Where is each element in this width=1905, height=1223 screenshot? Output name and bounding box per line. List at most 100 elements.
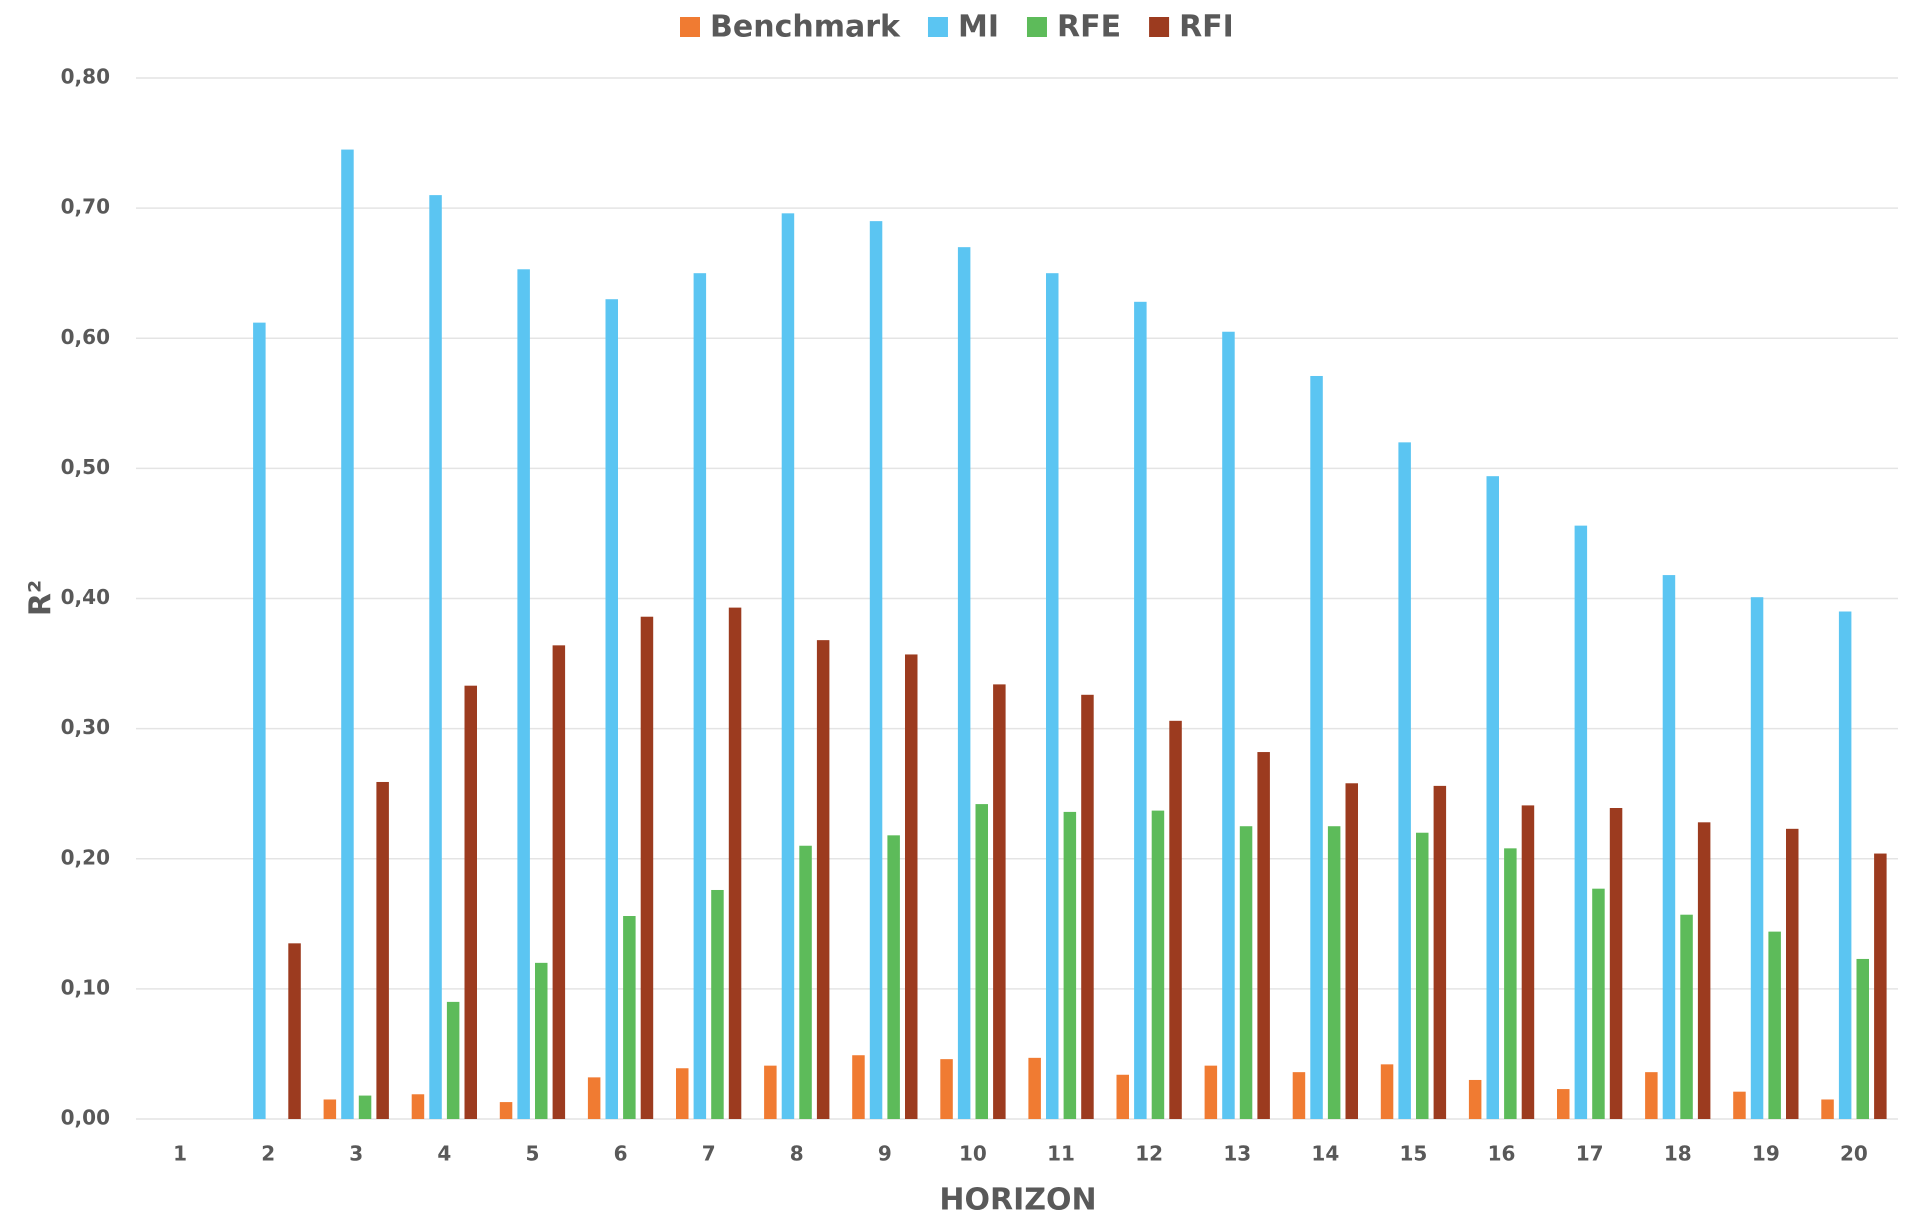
bar — [1398, 442, 1411, 1120]
y-axis-title: R² — [24, 580, 59, 616]
x-tick-label: 9 — [878, 1142, 892, 1166]
bar — [799, 845, 812, 1119]
x-tick-label: 20 — [1840, 1142, 1868, 1166]
bar — [446, 1001, 460, 1119]
bar — [887, 835, 900, 1119]
bar — [957, 247, 971, 1120]
bar — [816, 640, 830, 1119]
bar — [253, 322, 266, 1119]
bar — [1680, 914, 1693, 1119]
y-tick-label: 0,10 — [61, 975, 110, 999]
bar — [1222, 331, 1235, 1119]
bar — [640, 616, 654, 1119]
bar — [1609, 808, 1623, 1119]
bar — [993, 684, 1006, 1119]
bar — [1169, 720, 1182, 1119]
bar — [358, 1095, 372, 1119]
bar — [1486, 476, 1499, 1119]
bar — [1468, 1079, 1482, 1119]
bar — [728, 607, 742, 1119]
x-tick-label: 17 — [1576, 1142, 1604, 1166]
bar — [464, 685, 477, 1119]
bar — [764, 1065, 777, 1119]
bar — [623, 916, 636, 1119]
bar — [1874, 853, 1887, 1119]
x-tick-label: 1 — [173, 1142, 187, 1166]
x-tick-label: 14 — [1311, 1142, 1339, 1166]
bar — [341, 149, 354, 1120]
bar — [1733, 1091, 1746, 1119]
bar — [1750, 597, 1764, 1119]
bar — [1821, 1099, 1834, 1119]
x-tick-label: 6 — [614, 1142, 628, 1166]
bar — [1081, 694, 1094, 1119]
bar — [535, 962, 548, 1119]
legend-swatch — [1149, 17, 1170, 37]
x-tick-label: 10 — [959, 1142, 987, 1166]
bar — [1310, 375, 1323, 1120]
legend-text: RFI — [1179, 10, 1234, 45]
x-tick-label: 3 — [349, 1142, 363, 1166]
legend-swatch — [680, 17, 700, 37]
bar — [1521, 805, 1535, 1119]
bar — [1557, 1089, 1570, 1119]
bar — [517, 269, 530, 1119]
bar — [1592, 888, 1605, 1119]
bar — [376, 781, 389, 1119]
bar — [1046, 273, 1059, 1119]
bar — [852, 1055, 865, 1119]
bar — [1838, 611, 1852, 1119]
x-tick-label: 15 — [1400, 1142, 1428, 1166]
x-tick-label: 13 — [1223, 1142, 1251, 1166]
y-tick-label: 0,60 — [61, 325, 110, 349]
bar — [676, 1068, 689, 1119]
x-tick-label: 2 — [261, 1142, 275, 1166]
bar — [1292, 1072, 1306, 1119]
bar — [1063, 811, 1077, 1119]
bar — [869, 221, 883, 1119]
bar — [587, 1077, 601, 1119]
legend-text: Benchmark — [710, 10, 901, 45]
x-tick-label: 4 — [437, 1142, 451, 1166]
bar — [1416, 832, 1429, 1119]
y-tick-label: 0,80 — [61, 65, 110, 89]
x-tick-label: 12 — [1135, 1142, 1163, 1166]
y-tick-label: 0,30 — [61, 715, 110, 739]
bar — [288, 943, 301, 1119]
bar — [1662, 575, 1676, 1119]
x-tick-label: 16 — [1488, 1142, 1516, 1166]
bar — [711, 889, 724, 1119]
x-tick-label: 5 — [525, 1142, 539, 1166]
x-tick-label: 18 — [1664, 1142, 1692, 1166]
x-axis-title: HORIZON — [939, 1183, 1096, 1218]
x-tick-label: 11 — [1047, 1142, 1075, 1166]
bar — [1345, 783, 1358, 1119]
bar — [1239, 826, 1253, 1119]
legend-swatch — [927, 17, 948, 37]
x-tick-label: 7 — [702, 1142, 716, 1166]
y-tick-label: 0,70 — [61, 195, 110, 219]
bar — [1697, 822, 1711, 1119]
bar — [1574, 525, 1588, 1119]
bar — [499, 1102, 513, 1119]
bar — [429, 195, 442, 1120]
bar — [940, 1059, 953, 1119]
bar — [1768, 931, 1781, 1119]
bar — [1204, 1065, 1218, 1119]
bar — [1433, 785, 1447, 1119]
bar — [1257, 752, 1270, 1119]
bar — [1504, 848, 1517, 1119]
bar — [1380, 1064, 1394, 1119]
legend-text: RFE — [1057, 10, 1121, 45]
bar — [1327, 826, 1341, 1119]
bar — [975, 804, 988, 1119]
bar — [1028, 1057, 1041, 1119]
bar — [1116, 1074, 1129, 1119]
bar — [905, 654, 918, 1119]
legend-text: MI — [958, 10, 999, 45]
bar — [1786, 828, 1799, 1119]
y-tick-label: 0,20 — [61, 845, 110, 869]
bar — [781, 213, 795, 1119]
y-tick-label: 0,40 — [61, 585, 110, 609]
